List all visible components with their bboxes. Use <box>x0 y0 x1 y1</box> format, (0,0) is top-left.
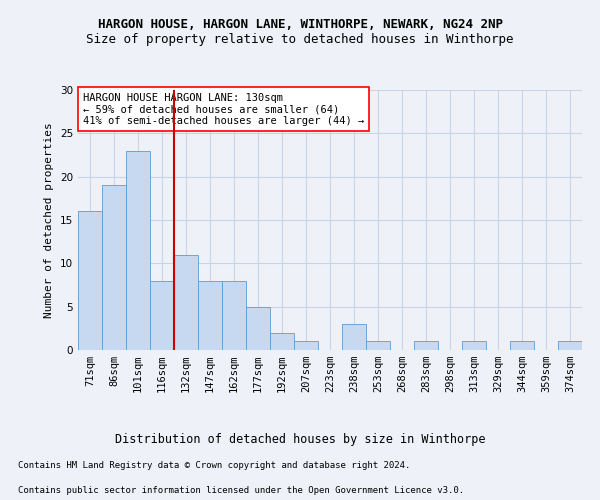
Bar <box>366 342 390 350</box>
Bar <box>222 280 246 350</box>
Text: HARGON HOUSE HARGON LANE: 130sqm
← 59% of detached houses are smaller (64)
41% o: HARGON HOUSE HARGON LANE: 130sqm ← 59% o… <box>83 92 364 126</box>
Bar <box>414 342 438 350</box>
Y-axis label: Number of detached properties: Number of detached properties <box>44 122 55 318</box>
Bar <box>126 150 150 350</box>
Bar <box>174 254 198 350</box>
Bar <box>342 324 366 350</box>
Text: HARGON HOUSE, HARGON LANE, WINTHORPE, NEWARK, NG24 2NP: HARGON HOUSE, HARGON LANE, WINTHORPE, NE… <box>97 18 503 30</box>
Bar <box>510 342 534 350</box>
Bar <box>150 280 174 350</box>
Bar <box>78 212 102 350</box>
Bar <box>270 332 294 350</box>
Bar <box>558 342 582 350</box>
Text: Contains public sector information licensed under the Open Government Licence v3: Contains public sector information licen… <box>18 486 464 495</box>
Text: Distribution of detached houses by size in Winthorpe: Distribution of detached houses by size … <box>115 432 485 446</box>
Bar <box>198 280 222 350</box>
Text: Contains HM Land Registry data © Crown copyright and database right 2024.: Contains HM Land Registry data © Crown c… <box>18 461 410 470</box>
Text: Size of property relative to detached houses in Winthorpe: Size of property relative to detached ho… <box>86 32 514 46</box>
Bar <box>246 306 270 350</box>
Bar <box>462 342 486 350</box>
Bar <box>294 342 318 350</box>
Bar <box>102 186 126 350</box>
